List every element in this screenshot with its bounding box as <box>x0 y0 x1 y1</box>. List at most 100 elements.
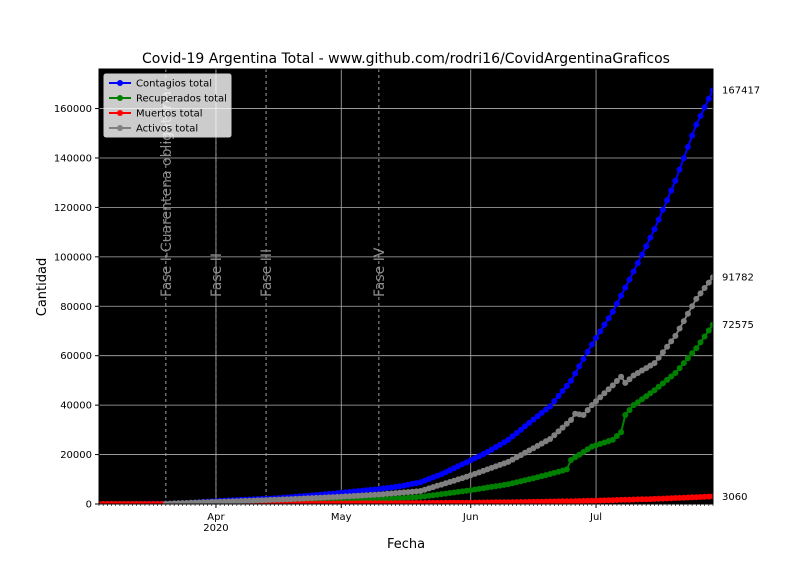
data-point <box>559 498 566 504</box>
data-point <box>689 494 696 501</box>
x-tick-sublabel: 2020 <box>203 523 228 534</box>
legend-swatch-marker <box>117 110 123 116</box>
data-point <box>542 406 549 413</box>
data-point <box>710 493 713 500</box>
data-point <box>668 187 675 194</box>
data-point <box>613 433 620 439</box>
data-point <box>618 496 625 503</box>
data-point <box>547 436 554 442</box>
data-point <box>601 497 608 504</box>
legend-entry: Activos total <box>136 124 198 135</box>
y-tick-label: 160000 <box>54 104 92 115</box>
end-value-label: 72575 <box>722 320 754 331</box>
data-point <box>647 234 654 241</box>
data-point <box>664 343 671 350</box>
data-point <box>626 276 633 283</box>
data-point <box>580 356 587 362</box>
x-tick-label: Apr <box>207 512 225 523</box>
data-point <box>593 497 599 504</box>
data-point <box>659 380 666 387</box>
data-point <box>513 430 520 437</box>
legend-entry: Contagios total <box>136 79 212 90</box>
data-point <box>568 498 574 504</box>
data-point <box>584 348 591 355</box>
end-value-label: 3060 <box>722 492 747 503</box>
legend-swatch-marker <box>117 95 123 101</box>
y-tick-label: 20000 <box>60 450 92 461</box>
data-point <box>634 260 641 267</box>
data-point <box>576 363 583 370</box>
legend-entry: Muertos total <box>136 109 203 120</box>
data-point <box>618 373 625 380</box>
data-point <box>680 155 687 162</box>
data-point <box>693 345 700 352</box>
data-point <box>601 321 608 328</box>
data-point <box>555 393 562 399</box>
data-point <box>242 497 249 504</box>
chart-title: Covid-19 Argentina Total - www.github.co… <box>142 51 670 67</box>
data-point <box>547 403 554 410</box>
data-point <box>613 497 620 503</box>
data-point <box>530 416 537 423</box>
y-tick-label: 0 <box>86 500 92 511</box>
data-point <box>639 396 645 403</box>
data-point <box>630 268 637 275</box>
end-value-label: 167417 <box>722 86 760 97</box>
data-point <box>509 433 516 440</box>
data-point <box>672 495 679 501</box>
data-point <box>618 292 625 299</box>
y-tick-label: 60000 <box>60 351 92 362</box>
data-point <box>651 360 658 367</box>
data-point <box>705 279 712 286</box>
data-point <box>689 132 696 139</box>
data-point <box>225 498 232 504</box>
data-point <box>597 497 604 504</box>
data-point <box>651 495 658 502</box>
data-point <box>505 436 512 443</box>
data-point <box>568 417 574 423</box>
data-point <box>233 498 240 504</box>
series-lines <box>99 87 713 504</box>
data-point <box>676 365 683 372</box>
data-point <box>710 87 713 94</box>
data-point <box>684 144 691 150</box>
x-tick-label: Jul <box>589 512 602 523</box>
data-point <box>639 496 645 503</box>
phase-label: Fase II <box>209 253 225 297</box>
data-point <box>563 382 570 389</box>
data-point <box>588 341 595 348</box>
legend-entry: Recuperados total <box>136 94 227 105</box>
data-point <box>622 284 629 291</box>
data-point <box>517 426 524 433</box>
data-point <box>701 285 708 291</box>
data-point <box>572 370 579 377</box>
data-point <box>622 379 629 386</box>
data-point <box>634 496 641 503</box>
data-point <box>693 121 700 128</box>
data-point <box>618 429 625 436</box>
data-point <box>647 390 654 397</box>
y-tick-label: 140000 <box>54 153 92 164</box>
data-point <box>584 497 591 504</box>
data-point <box>580 497 587 504</box>
data-point <box>597 328 604 335</box>
legend-swatch-marker <box>117 125 123 131</box>
data-point <box>659 206 666 213</box>
data-point <box>626 407 633 414</box>
data-point <box>664 197 671 204</box>
data-point <box>609 382 616 389</box>
axes: 0 20000 40000 60000 80000 100000 120000 140000 1… <box>54 104 714 534</box>
data-point <box>634 399 641 406</box>
data-point <box>651 226 658 233</box>
data-point <box>605 315 612 322</box>
data-point <box>630 402 637 409</box>
legend-swatch-marker <box>117 80 123 86</box>
data-point <box>613 300 620 307</box>
data-point <box>601 390 608 397</box>
data-point <box>651 387 658 394</box>
data-point <box>705 95 712 102</box>
data-point <box>588 402 595 409</box>
data-point <box>643 243 650 250</box>
data-point <box>522 423 528 430</box>
